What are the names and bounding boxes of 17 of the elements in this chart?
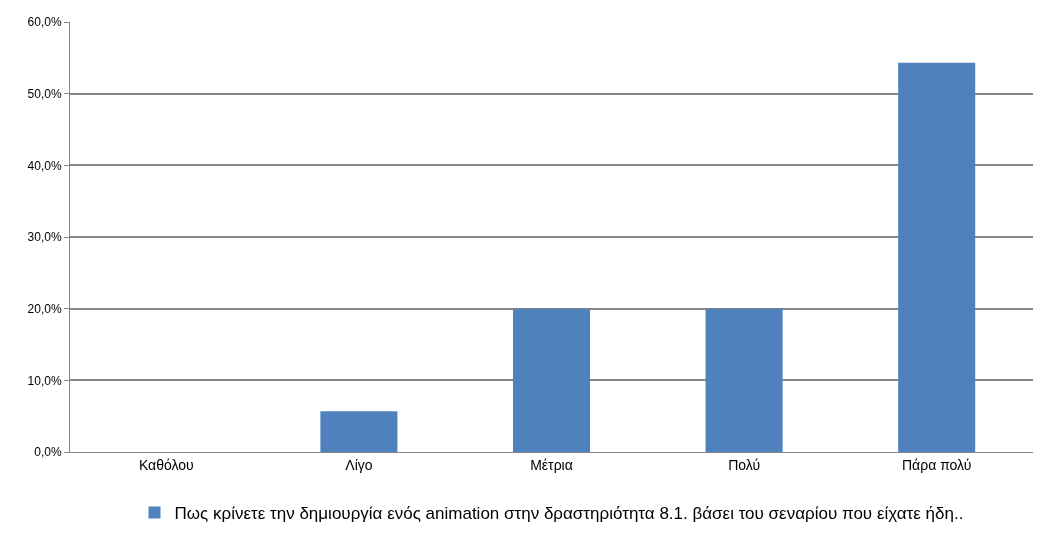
x-tick-label: Πολύ xyxy=(728,456,761,473)
legend-label: Πως κρίνετε την δημιουργία ενός animation στην δραστηριότητα 8.1. βάσει του σεναρίου που είχατε ήδη.. xyxy=(174,504,964,524)
y-tick-label: 40,0% xyxy=(27,158,62,173)
bar xyxy=(898,62,976,452)
bar xyxy=(512,308,591,452)
x-tick-label: Πάρα πολύ xyxy=(901,456,972,473)
x-tick-label: Μέτρια xyxy=(530,456,573,473)
bar xyxy=(320,411,398,452)
y-tick-label: 10,0% xyxy=(27,373,62,388)
x-tick-label: Λίγο xyxy=(345,456,373,473)
y-tick-label: 20,0% xyxy=(27,301,62,316)
x-tick-label: Καθόλου xyxy=(138,456,194,473)
y-tick-label: 50,0% xyxy=(27,86,62,101)
bar xyxy=(705,308,783,452)
y-tick-label: 0,0% xyxy=(34,445,62,460)
y-tick-label: 60,0% xyxy=(27,15,62,30)
y-tick-label: 30,0% xyxy=(27,230,62,245)
